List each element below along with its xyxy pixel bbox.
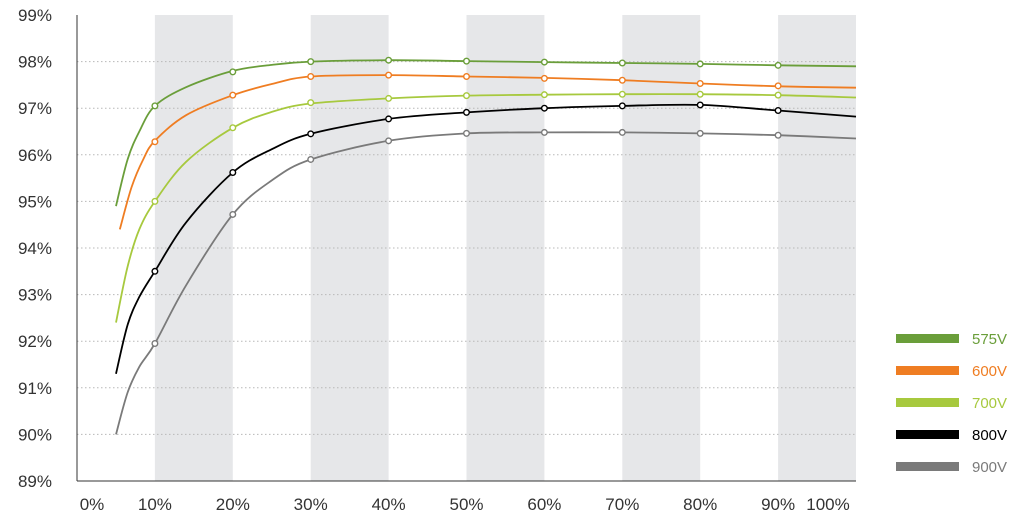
y-tick-label: 91% <box>18 379 52 398</box>
y-tick-label: 90% <box>18 425 52 444</box>
series-line-600v <box>118 74 857 230</box>
series-point-900v <box>774 131 782 139</box>
series-point-700v <box>774 91 782 99</box>
series-point-575v <box>696 60 704 68</box>
x-tick-label: 80% <box>683 495 717 514</box>
series-line-800v <box>115 103 857 375</box>
series-point-700v <box>151 197 159 205</box>
series-point-900v <box>385 137 393 145</box>
y-tick-label: 97% <box>18 99 52 118</box>
series-point-575v <box>463 57 471 65</box>
series-point-700v <box>307 99 315 107</box>
legend-label-600v: 600V <box>972 363 1007 380</box>
series-point-800v <box>774 107 782 115</box>
legend-label-575v: 575V <box>972 331 1007 348</box>
y-tick-label: 89% <box>18 472 52 491</box>
series-line-900v <box>115 131 857 435</box>
series-point-700v <box>696 90 704 98</box>
series-point-700v <box>463 92 471 100</box>
series-point-600v <box>774 82 782 90</box>
x-tick-label: 70% <box>605 495 639 514</box>
series-line-700v <box>115 93 857 323</box>
legend-swatch-575v <box>896 334 959 343</box>
x-tick-label: 0% <box>80 495 105 514</box>
y-tick-label: 99% <box>18 6 52 25</box>
series-point-800v <box>151 267 159 275</box>
series-point-700v <box>385 94 393 102</box>
series-point-700v <box>229 124 237 132</box>
series-point-800v <box>540 104 548 112</box>
series-point-900v <box>151 340 159 348</box>
series-point-575v <box>618 59 626 67</box>
series-point-900v <box>696 129 704 137</box>
x-tick-label: 20% <box>216 495 250 514</box>
legend-swatch-800v <box>896 430 959 439</box>
y-tick-label: 96% <box>18 146 52 165</box>
x-tick-label: 100% <box>806 495 849 514</box>
series-point-575v <box>385 56 393 64</box>
series-point-900v <box>307 155 315 163</box>
series-point-600v <box>151 138 159 146</box>
x-tick-label: 50% <box>449 495 483 514</box>
y-tick-label: 92% <box>18 332 52 351</box>
y-tick-label: 95% <box>18 192 52 211</box>
x-tick-label: 60% <box>527 495 561 514</box>
y-tick-label: 94% <box>18 239 52 258</box>
series-point-900v <box>229 210 237 218</box>
legend-label-900v: 900V <box>972 459 1007 476</box>
series-point-575v <box>229 68 237 76</box>
series-point-700v <box>540 91 548 99</box>
series-point-600v <box>540 74 548 82</box>
series-point-900v <box>618 128 626 136</box>
legend-swatch-700v <box>896 398 959 407</box>
legend-label-700v: 700V <box>972 395 1007 412</box>
x-tick-label: 40% <box>372 495 406 514</box>
legend-swatch-600v <box>896 366 959 375</box>
series-point-600v <box>696 80 704 88</box>
series-point-600v <box>229 91 237 99</box>
series-point-800v <box>463 108 471 116</box>
y-tick-label: 98% <box>18 53 52 72</box>
series-point-600v <box>618 76 626 84</box>
series-point-800v <box>618 102 626 110</box>
y-tick-label: 93% <box>18 286 52 305</box>
x-tick-label: 90% <box>761 495 795 514</box>
series-point-575v <box>774 61 782 69</box>
series-point-575v <box>540 58 548 66</box>
x-tick-label: 30% <box>294 495 328 514</box>
series-point-800v <box>696 101 704 109</box>
series-point-600v <box>307 73 315 81</box>
legend-swatch-900v <box>896 462 959 471</box>
legend-label-800v: 800V <box>972 427 1007 444</box>
series-point-600v <box>385 71 393 79</box>
x-tick-label: 10% <box>138 495 172 514</box>
series-point-600v <box>463 73 471 81</box>
series-point-900v <box>463 129 471 137</box>
series-point-800v <box>385 115 393 123</box>
series-line-575v <box>115 59 857 207</box>
series-point-800v <box>229 169 237 177</box>
series-point-575v <box>307 58 315 66</box>
series-point-900v <box>540 128 548 136</box>
series-point-575v <box>151 102 159 110</box>
series-point-800v <box>307 130 315 138</box>
series-point-700v <box>618 90 626 98</box>
